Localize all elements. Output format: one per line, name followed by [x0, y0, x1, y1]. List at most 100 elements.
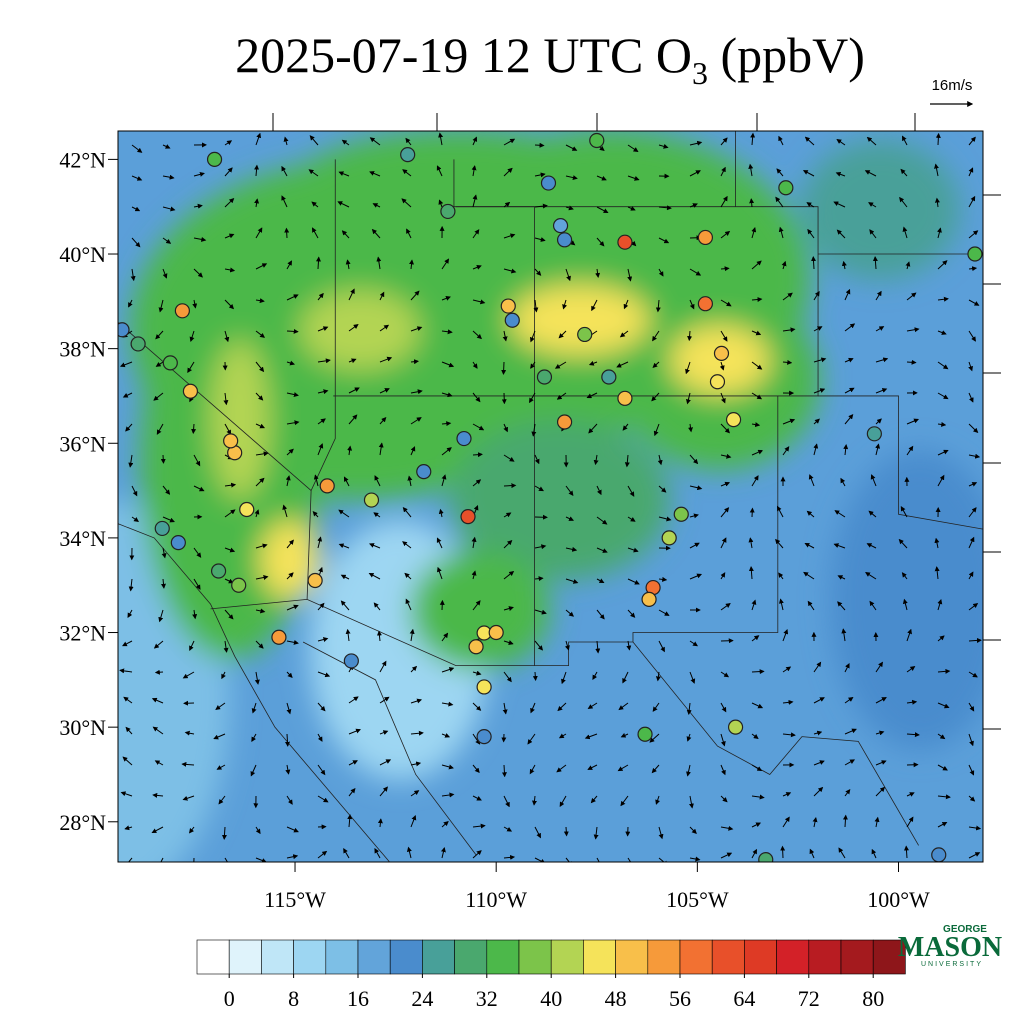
- wind-arrow: [224, 197, 235, 208]
- wind-arrow: [841, 628, 847, 642]
- wind-arrow: [438, 199, 444, 208]
- wind-arrow: [806, 510, 815, 518]
- wind-arrow: [778, 572, 784, 580]
- wind-arrow: [131, 175, 143, 181]
- wind-arrow: [472, 479, 482, 487]
- wind-arrow: [379, 786, 388, 797]
- wind-arrow: [809, 848, 815, 859]
- wind-arrow: [720, 795, 728, 803]
- wind-arrow: [782, 699, 794, 705]
- lon-tick-label: 115°W: [264, 887, 326, 912]
- wind-arrow: [371, 228, 381, 239]
- wind-arrow: [934, 163, 939, 177]
- wind-arrow: [534, 609, 547, 615]
- colorbar-tick-label: 16: [347, 986, 369, 1011]
- wind-arrow: [782, 446, 790, 456]
- wind-arrow: [224, 578, 234, 584]
- wind-arrow: [592, 671, 598, 681]
- wind-arrow: [317, 536, 323, 549]
- wind-arrow: [720, 572, 726, 580]
- wind-arrow: [410, 326, 423, 332]
- wind-arrow: [558, 330, 567, 339]
- wind-arrow: [534, 454, 540, 465]
- wind-arrow: [281, 165, 288, 177]
- wind-arrow: [778, 135, 784, 146]
- wind-arrow: [968, 603, 979, 611]
- wind-arrow: [337, 201, 350, 208]
- wind-arrow: [472, 392, 481, 403]
- wind-arrow: [968, 671, 978, 678]
- wind-arrow: [472, 702, 482, 711]
- wind-arrow: [472, 229, 480, 239]
- wind-arrow: [937, 361, 949, 370]
- wind-arrow: [160, 857, 164, 862]
- station: [500, 298, 516, 314]
- wind-arrow: [122, 640, 133, 647]
- wind-arrow: [223, 392, 229, 406]
- colorbar-swatch: [679, 939, 713, 975]
- wind-arrow: [402, 506, 412, 518]
- wind-arrow: [565, 485, 574, 496]
- wind-arrow: [618, 702, 629, 711]
- wind-arrow: [438, 508, 444, 518]
- wind-arrow: [441, 820, 449, 828]
- colorbar-tick-label: 24: [411, 986, 433, 1011]
- wind-arrow: [802, 170, 815, 177]
- wind-arrow: [937, 260, 948, 270]
- wind-arrow: [250, 764, 257, 777]
- wind-arrow: [813, 418, 820, 425]
- wind-arrow: [565, 144, 578, 151]
- wind-arrow: [410, 790, 420, 797]
- wind-arrow: [595, 268, 601, 279]
- wind-arrow: [286, 260, 292, 270]
- wind-arrow: [131, 144, 143, 153]
- station: [307, 572, 323, 589]
- wind-arrow: [436, 165, 443, 177]
- wind-arrow: [182, 671, 195, 679]
- border-line: [118, 321, 312, 491]
- wind-arrow: [410, 730, 424, 736]
- wind-arrow: [685, 392, 691, 405]
- wind-arrow: [224, 140, 233, 146]
- wind-arrow: [530, 702, 536, 714]
- wind-arrow: [558, 733, 567, 739]
- wind-arrow: [152, 726, 164, 735]
- wind-arrow: [379, 730, 389, 735]
- wind-arrow: [844, 288, 851, 301]
- wind-arrow: [285, 733, 291, 747]
- colorbar-swatch: [615, 939, 649, 975]
- wind-arrow: [317, 443, 324, 456]
- wind-arrow: [720, 195, 728, 208]
- wind-arrow: [410, 417, 422, 425]
- wind-arrow: [565, 578, 579, 584]
- wind-arrow: [748, 537, 754, 549]
- wind-arrow: [875, 290, 882, 301]
- wind-arrow: [379, 388, 390, 394]
- wind-arrow: [472, 823, 486, 829]
- wind-arrow: [285, 475, 291, 487]
- wind-arrow: [317, 795, 329, 803]
- wind-arrow: [657, 454, 663, 466]
- colorbar-tick-label: 64: [733, 986, 755, 1011]
- wind-arrow: [373, 512, 381, 518]
- station: [174, 303, 190, 319]
- wind-arrow: [255, 575, 269, 580]
- wind-arrow: [154, 760, 164, 766]
- wind-arrow: [627, 175, 640, 181]
- wind-arrow: [900, 506, 908, 518]
- wind-arrow: [627, 144, 639, 153]
- wind-arrow: [369, 137, 381, 146]
- wind-arrow: [155, 330, 164, 340]
- wind-arrow: [193, 268, 203, 278]
- wind-arrow: [968, 733, 974, 747]
- wind-arrow: [808, 474, 815, 487]
- wind-arrow: [317, 418, 326, 425]
- wind-arrow: [255, 298, 265, 304]
- colorbar-swatch: [840, 939, 874, 975]
- wind-arrow: [968, 637, 982, 643]
- wind-arrow: [503, 539, 513, 549]
- wind-arrow: [161, 547, 167, 559]
- wind-arrow: [844, 387, 855, 394]
- border-line: [210, 598, 633, 667]
